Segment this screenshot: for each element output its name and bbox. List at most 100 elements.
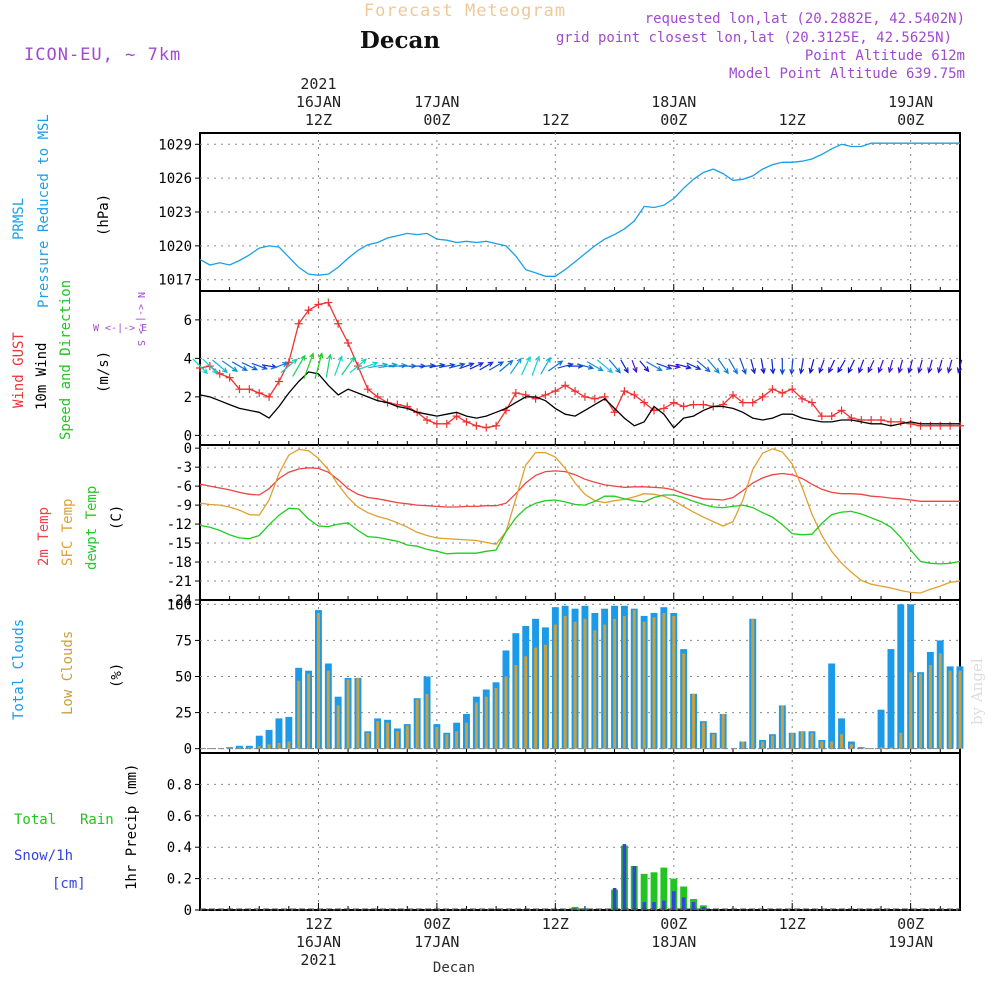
total-cloud-bar <box>877 709 885 749</box>
total-cloud-label: Total Clouds <box>11 619 27 720</box>
bottom-time-label: 12Z <box>542 915 569 933</box>
snow-bar <box>583 908 587 910</box>
y-tick-label: 0.2 <box>167 872 192 888</box>
low-cloud-bar <box>356 677 360 749</box>
wind-direction-arrow <box>631 359 638 374</box>
gust-marker <box>758 392 767 401</box>
y-tick-label: -6 <box>175 479 192 495</box>
wind-label-1: 10m Wind <box>34 343 50 410</box>
wind-direction-arrow <box>334 355 343 376</box>
y-tick-label: -9 <box>175 498 192 514</box>
snow-bar <box>622 844 627 910</box>
wind-direction-arrow <box>358 361 379 371</box>
gust-marker <box>501 406 510 415</box>
gust-marker <box>551 387 560 396</box>
wind-direction-arrow <box>739 358 747 375</box>
y-tick-label: 100 <box>167 597 192 613</box>
low-cloud-bar <box>435 727 439 749</box>
y-tick-label: 0 <box>184 742 192 758</box>
top-time-label: 19JAN <box>888 93 933 111</box>
wind-direction-arrow <box>956 359 963 374</box>
gust-marker <box>423 415 432 424</box>
low-cloud-bar <box>425 693 429 749</box>
y-tick-label: 6 <box>184 313 192 329</box>
total-cloud-bar <box>828 663 836 749</box>
wind-direction-arrow <box>728 358 738 375</box>
wind-direction-arrow <box>769 358 776 375</box>
precip-frame <box>199 752 961 911</box>
top-time-label: 12Z <box>305 111 332 129</box>
low-cloud-bar <box>534 647 538 749</box>
y-tick-label: 1026 <box>158 171 192 187</box>
wind-direction-arrow <box>202 358 218 375</box>
low-cloud-bar <box>751 618 755 749</box>
top-time-label: 17JAN <box>414 93 459 111</box>
wind-direction-arrow <box>510 357 522 375</box>
gust-marker <box>235 385 244 394</box>
low-cloud-bar <box>632 610 636 749</box>
bottom-time-label: 00Z <box>423 915 450 933</box>
gust-marker <box>946 421 955 430</box>
low-cloud-bar <box>741 741 745 749</box>
gust-marker <box>274 377 283 386</box>
top-time-label: 12Z <box>542 111 569 129</box>
low-cloud-bar <box>474 702 478 749</box>
top-time-label: 00Z <box>660 111 687 129</box>
snow-bar <box>642 902 646 910</box>
y-tick-label: 0 <box>184 441 192 457</box>
low-cloud-bar <box>662 613 666 749</box>
low-cloud-bar <box>366 732 370 749</box>
pressure-label-2: Pressure Reduced to MSL <box>36 114 52 308</box>
panel-labels: PRMSL Pressure Reduced to MSL (hPa) Wind… <box>11 114 147 892</box>
wind-direction-arrow <box>341 355 356 376</box>
low-cloud-bar <box>247 747 251 749</box>
requested-coords: requested lon,lat (20.2882E, 42.5402N) <box>645 11 965 27</box>
pressure-label-1: PRMSL <box>11 198 27 240</box>
gust-marker <box>877 415 886 424</box>
low-cloud-bar <box>593 630 597 749</box>
wind-direction-arrow <box>847 359 855 374</box>
bottom-time-label: 18JAN <box>651 933 696 951</box>
gust-marker <box>571 387 580 396</box>
rain-label-a: Total <box>14 812 56 828</box>
rain-label-b: Rain <box>80 812 114 828</box>
low-cloud-bar <box>405 725 409 749</box>
wind-direction-arrow <box>231 361 248 371</box>
gust-marker <box>847 414 856 423</box>
total-cloud-bar <box>285 716 293 749</box>
y-tick-label: 50 <box>175 670 192 686</box>
top-time-label: 16JAN <box>296 93 341 111</box>
low-cloud-bar <box>849 744 853 749</box>
wind-direction-arrow <box>897 359 904 374</box>
gust-marker <box>294 319 303 328</box>
low-cloud-bar <box>395 731 399 749</box>
top-time-label: 12Z <box>779 111 806 129</box>
snow-label: Snow/1h <box>14 848 73 864</box>
gust-marker <box>432 419 441 428</box>
wind-direction-arrow <box>927 359 933 374</box>
low-cloud-bar <box>257 745 261 749</box>
low-cloud-bar <box>642 621 646 749</box>
low-cloud-bar <box>692 693 695 749</box>
dewpoint-line <box>199 494 961 565</box>
y-tick-label: 0.6 <box>167 809 192 825</box>
low-cloud-bar <box>514 665 518 749</box>
wind-direction-arrow <box>887 359 894 374</box>
wind-direction-arrow <box>656 362 673 370</box>
wind-direction-arrow <box>303 352 315 379</box>
wind-direction-arrow <box>667 363 682 370</box>
low-cloud-bar <box>484 696 488 749</box>
wind-direction-arrow <box>750 358 757 375</box>
gust-marker <box>511 389 520 398</box>
low-cloud-bar <box>899 732 903 749</box>
point-altitude: Point Altitude 612m <box>805 48 965 64</box>
gust-marker <box>867 415 876 424</box>
clouds-panel: 0 25 50 75 100 <box>167 597 964 758</box>
low-cloud-bar <box>287 741 291 749</box>
gust-marker <box>916 421 925 430</box>
wind-direction-arrow <box>907 359 913 374</box>
gust-label: Wind GUST <box>11 332 27 408</box>
gust-marker <box>659 404 668 413</box>
wind-direction-arrow <box>212 359 229 374</box>
